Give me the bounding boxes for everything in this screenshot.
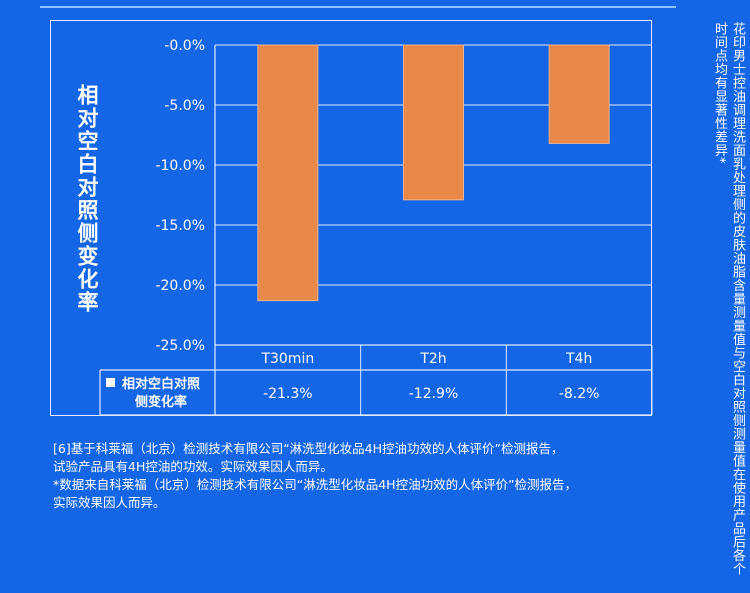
y-tick-label: -20.0% (155, 278, 205, 294)
y-tick-label: -0.0% (164, 38, 205, 54)
legend-key (106, 378, 115, 387)
data-value-label: -21.3% (263, 386, 313, 402)
bar (257, 44, 319, 302)
category-label: T30min (260, 351, 314, 367)
bar (403, 44, 464, 201)
y-tick-label: -15.0% (155, 218, 205, 234)
legend-label-line: 相对空白对照 (122, 376, 200, 392)
bar (548, 44, 610, 144)
category-label: T4h (565, 351, 592, 367)
bar-layer (257, 44, 610, 302)
footnote-line: 试验产品具有4H控油的功效。实际效果因人而异。 (53, 459, 333, 474)
footnote-line: 实际效果因人而异。 (53, 495, 166, 510)
legend-label-line: 侧变化率 (135, 394, 187, 410)
data-value-label: -12.9% (409, 386, 459, 402)
footnote-line: *数据来自科莱福（北京）检测技术有限公司“淋洗型化妆品4H控油功效的人体评价”检… (53, 477, 578, 492)
category-label: T2h (419, 351, 446, 367)
footnote-line: [6]基于科莱福（北京）检测技术有限公司“淋洗型化妆品4H控油功效的人体评价”检… (53, 441, 564, 456)
top-divider (40, 6, 676, 8)
y-tick-label: -10.0% (155, 158, 205, 174)
footnotes: [6]基于科莱福（北京）检测技术有限公司“淋洗型化妆品4H控油功效的人体评价”检… (53, 440, 693, 512)
data-value-label: -8.2% (559, 386, 600, 402)
side-note: 花印男士控油调理洗面乳处理侧的皮肤油脂含量测量值与空白对照侧测量值在使用产品后各… (712, 22, 745, 576)
y-axis-title: 相对空白对照侧变化率 (75, 84, 99, 314)
y-tick-layer: -0.0% -5.0% -10.0% -15.0% -20.0% -25.0% (155, 38, 205, 354)
y-tick-label: -25.0% (155, 338, 205, 354)
data-table-layer: T30min -21.3% T2h -12.9% T4h -8.2% 相对空白对照侧变化率 (99, 344, 653, 416)
y-tick-label: -5.0% (164, 98, 205, 114)
